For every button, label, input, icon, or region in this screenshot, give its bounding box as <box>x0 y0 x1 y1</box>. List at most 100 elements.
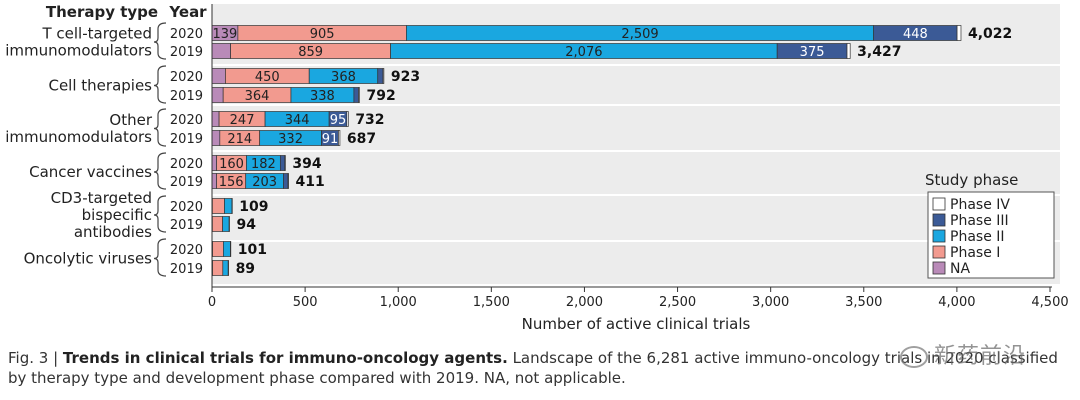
segment-label: 368 <box>331 70 356 85</box>
segment-label: 375 <box>800 45 825 60</box>
year-label: 2019 <box>170 262 203 277</box>
legend-item: Phase II <box>950 229 1005 245</box>
wechat-logo-icon <box>900 346 928 368</box>
year-label: 2019 <box>170 89 203 104</box>
group-label: Cell therapies <box>48 77 152 95</box>
bar-segment <box>377 68 384 84</box>
segment-label: 448 <box>903 27 928 42</box>
total-label: 394 <box>292 156 321 172</box>
bar-segment <box>358 87 360 103</box>
segment-label: 247 <box>230 113 255 128</box>
bar-segment <box>382 68 385 84</box>
segment-label: 91 <box>322 132 339 147</box>
bar-segment <box>284 155 286 171</box>
x-tick-label: 3,000 <box>752 295 789 310</box>
group-band <box>212 242 1060 284</box>
year-label: 2020 <box>170 200 203 215</box>
legend-swatch <box>932 213 946 227</box>
bar-segment <box>353 87 359 103</box>
watermark-text: 新药前沿 <box>934 344 1027 369</box>
bar-segment <box>222 216 230 232</box>
year-label: 2019 <box>170 175 203 190</box>
bar-segment <box>211 130 221 146</box>
x-tick-label: 3,500 <box>845 295 882 310</box>
total-label: 3,427 <box>857 44 901 60</box>
bar-segment <box>956 25 962 41</box>
group-bracket <box>153 65 167 104</box>
year-label: 2019 <box>170 45 203 60</box>
x-tick-label: 4,500 <box>1031 295 1068 310</box>
legend-item: Phase I <box>950 245 1000 261</box>
x-tick-label: 2,500 <box>659 295 696 310</box>
year-label: 2020 <box>170 27 203 42</box>
segment-label: 182 <box>251 157 276 172</box>
bar-segment <box>212 260 224 276</box>
segment-label: 344 <box>285 113 310 128</box>
watermark: 新药前沿 <box>900 338 1026 370</box>
segment-label: 2,076 <box>565 45 602 60</box>
caption-title: Trends in clinical trials for immuno-onc… <box>62 349 508 367</box>
segment-label: 156 <box>219 175 244 190</box>
legend-item: Phase III <box>950 213 1009 229</box>
group-bracket <box>153 152 167 190</box>
bar-segment <box>279 155 286 171</box>
group-label: antibodies <box>74 223 152 241</box>
total-label: 89 <box>236 261 255 277</box>
year-label: 2020 <box>170 70 203 85</box>
x-tick-label: 2,000 <box>566 295 603 310</box>
group-bracket <box>153 195 167 233</box>
legend-item: Phase IV <box>950 197 1010 213</box>
total-label: 411 <box>296 174 325 190</box>
bar-segment <box>222 260 229 276</box>
bar-segment <box>212 198 225 214</box>
total-label: 792 <box>366 88 395 104</box>
bar-segment <box>211 111 220 127</box>
segment-label: 332 <box>278 132 303 147</box>
segment-label: 338 <box>310 89 335 104</box>
x-tick-label: 4,000 <box>938 295 975 310</box>
year-label: 2020 <box>170 113 203 128</box>
segment-label: 160 <box>219 157 244 172</box>
legend-swatch <box>932 245 946 259</box>
bar-segment <box>287 173 289 189</box>
group-bracket <box>153 22 167 60</box>
x-tick-label: 0 <box>208 295 216 310</box>
bar-segment <box>346 111 349 127</box>
group-label: bispecific <box>82 206 152 224</box>
caption-fig-label: Fig. 3 | <box>8 349 59 367</box>
year-label: 2020 <box>170 157 203 172</box>
group-label: Oncolytic viruses <box>24 250 153 268</box>
segment-label: 905 <box>310 27 335 42</box>
legend-swatch <box>932 197 946 211</box>
bar-segment <box>283 173 289 189</box>
bar-segment <box>211 68 226 84</box>
total-label: 687 <box>347 131 376 147</box>
total-label: 94 <box>237 217 257 233</box>
bar-segment <box>212 216 223 232</box>
bar-segment <box>223 241 231 257</box>
bar-segment <box>211 87 224 103</box>
legend-box <box>927 191 1055 279</box>
stacked-bar-chart: Therapy type Year T cell-targeted immunomod… <box>5 3 1068 333</box>
total-label: 109 <box>239 199 268 215</box>
year-label: 2019 <box>170 132 203 147</box>
legend-item: NA <box>950 261 970 277</box>
group-label: CD3-targeted <box>51 189 152 207</box>
bar-segment <box>211 173 218 189</box>
segment-label: 859 <box>298 45 323 60</box>
group-label: Other <box>109 111 152 129</box>
group-label: Cancer vaccines <box>29 163 152 181</box>
total-label: 101 <box>238 242 267 258</box>
segment-label: 450 <box>255 70 280 85</box>
bar-segment <box>224 198 233 214</box>
segment-label: 203 <box>252 175 277 190</box>
segment-label: 139 <box>213 27 238 42</box>
x-tick-label: 1,500 <box>473 295 510 310</box>
segment-label: 95 <box>330 113 347 128</box>
year-label: 2019 <box>170 218 203 233</box>
segment-label: 364 <box>245 89 270 104</box>
x-axis-label: Number of active clinical trials <box>522 315 751 333</box>
group-band <box>212 196 1060 240</box>
total-label: 732 <box>355 112 384 128</box>
